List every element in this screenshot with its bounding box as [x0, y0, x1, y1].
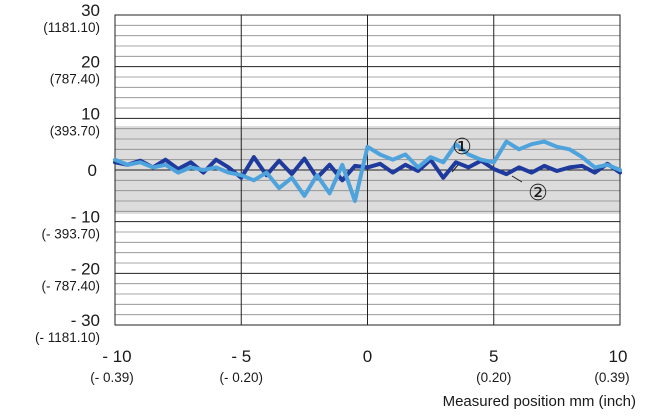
y-tick-label: - 10: [71, 208, 100, 227]
x-tick-label: - 10: [102, 347, 131, 366]
x-tick-sublabel: (0.39): [594, 370, 629, 385]
x-tick-label: - 5: [231, 347, 251, 366]
y-tick-sublabel: (1181.10): [43, 20, 100, 35]
marker-1-leader: [451, 164, 459, 173]
y-tick-label: 30: [81, 1, 100, 20]
x-tick-label: 5: [489, 347, 498, 366]
y-tick-sublabel: (393.70): [50, 123, 100, 138]
y-tick-label: - 20: [71, 259, 100, 278]
x-tick-sublabel: (- 0.20): [219, 370, 263, 385]
y-tick-sublabel: (- 1181.10): [35, 330, 100, 345]
x-tick-sublabel: (- 0.39): [90, 370, 134, 385]
x-tick-label: 10: [609, 347, 628, 366]
x-tick-sublabel: (0.20): [476, 370, 511, 385]
y-tick-label: - 30: [71, 311, 100, 330]
x-axis-label: Measured position mm (inch): [443, 393, 636, 410]
series-1-marker: ①: [452, 134, 472, 159]
y-tick-sublabel: (- 393.70): [41, 227, 100, 242]
series-line-2: [113, 139, 622, 203]
x-tick-label: 0: [363, 347, 372, 366]
y-tick-label: 10: [81, 104, 100, 123]
y-tick-sublabel: (- 787.40): [41, 278, 100, 293]
y-tick-sublabel: (787.40): [50, 72, 100, 87]
marker-2-leader: [511, 175, 523, 183]
y-tick-label: 0: [88, 161, 97, 180]
y-tick-label: 20: [81, 53, 100, 72]
series-2-marker: ②: [528, 180, 548, 205]
